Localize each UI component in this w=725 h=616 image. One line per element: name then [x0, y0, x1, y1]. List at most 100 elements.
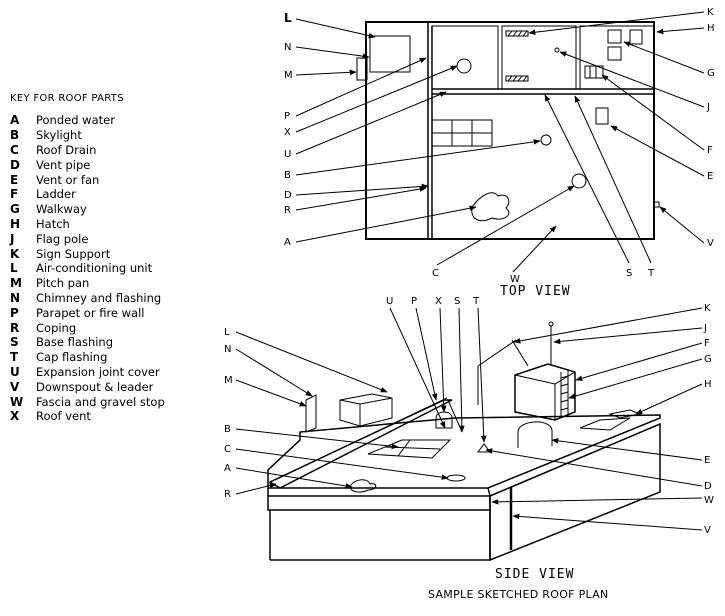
key-part-name: Roof vent — [36, 409, 91, 424]
key-part-name: Pitch pan — [36, 276, 90, 291]
top-vent-fan — [595, 107, 609, 125]
key-row-g: G Walkway — [10, 202, 220, 217]
top-label-N: N — [284, 42, 291, 53]
key-letter: C — [10, 142, 19, 157]
roof-parts-key: KEY FOR ROOF PARTS A Ponded water B Skyligh… — [10, 93, 220, 424]
top-label-W: W — [510, 274, 520, 285]
key-part-name: Ladder — [36, 187, 76, 202]
side-skylight — [367, 439, 452, 459]
top-label-D: D — [284, 190, 292, 201]
top-ponded-water — [471, 192, 510, 222]
key-part-name: Roof Drain — [36, 142, 97, 157]
key-letter: A — [10, 113, 20, 128]
key-part-name: Hatch — [36, 216, 70, 231]
key-row-a: A Ponded water — [10, 113, 220, 128]
key-title: KEY FOR ROOF PARTS — [10, 93, 124, 104]
key-letter: S — [10, 335, 19, 350]
key-row-f: F Ladder — [10, 187, 220, 202]
side-label-T: T — [472, 296, 480, 307]
key-part-name: Walkway — [36, 202, 87, 217]
top-label-L: L — [284, 11, 292, 25]
side-vent-fan — [517, 421, 553, 448]
key-row-t: T Cap flashing — [10, 350, 220, 365]
side-sign-support — [477, 339, 517, 367]
top-vent-pipe — [540, 134, 552, 146]
top-label-F: F — [707, 145, 713, 156]
side-label-P: P — [411, 296, 417, 307]
key-row-s: S Base flashing — [10, 335, 220, 350]
key-part-name: Vent or fan — [36, 172, 100, 187]
key-row-n: N Chimney and flashing — [10, 291, 220, 306]
side-label-H: H — [704, 379, 712, 390]
key-letter: P — [10, 305, 19, 320]
top-downspout — [653, 201, 660, 208]
key-row-k: K Sign Support — [10, 246, 220, 261]
top-label-E: E — [707, 171, 713, 182]
key-row-h: H Hatch — [10, 217, 220, 232]
key-row-r: R Coping — [10, 320, 220, 335]
key-part-name: Parapet or fire wall — [36, 305, 145, 320]
key-letter: H — [10, 216, 21, 231]
top-view-title: TOP VIEW — [500, 284, 571, 299]
top-view-leaders — [295, 11, 705, 273]
side-label-W: W — [704, 495, 714, 506]
side-label-E: E — [704, 455, 710, 466]
side-label-X: X — [435, 296, 442, 307]
key-part-name: Skylight — [36, 128, 82, 143]
top-label-A: A — [284, 237, 291, 248]
side-roof-drain — [446, 474, 466, 482]
top-label-G: G — [707, 68, 715, 79]
key-row-l: L Air-conditioning unit — [10, 261, 220, 276]
key-part-name: Fascia and gravel stop — [36, 394, 165, 409]
side-label-V: V — [704, 525, 711, 536]
side-label-S: S — [454, 296, 460, 307]
key-letter: X — [10, 409, 20, 424]
key-part-name: Air-conditioning unit — [36, 261, 153, 276]
side-view-title: SIDE VIEW — [495, 567, 574, 582]
top-label-M: M — [284, 70, 293, 81]
key-row-x: X Roof vent — [10, 409, 220, 424]
top-label-H: H — [707, 23, 715, 34]
top-flag-pole — [554, 47, 560, 53]
key-letter: U — [10, 364, 20, 379]
key-letter: R — [10, 320, 20, 335]
side-label-M: M — [224, 375, 233, 386]
key-letter: W — [10, 394, 24, 409]
key-letter: T — [10, 350, 19, 365]
side-label-D: D — [704, 481, 712, 492]
side-ponded-water — [349, 479, 377, 493]
side-view-drawing — [267, 321, 661, 562]
key-letter: V — [10, 379, 20, 394]
side-label-A: A — [224, 463, 231, 474]
top-label-T: T — [647, 268, 655, 279]
key-letter: F — [10, 187, 19, 202]
side-chimney — [305, 394, 317, 433]
top-label-P: P — [284, 111, 290, 122]
side-ac-unit — [339, 393, 393, 427]
key-part-name: Cap flashing — [36, 350, 108, 365]
key-letter: D — [10, 157, 20, 172]
key-row-e: E Vent or fan — [10, 172, 220, 187]
side-hatch — [608, 409, 642, 419]
side-wall — [489, 422, 661, 562]
key-letter: J — [10, 231, 15, 246]
key-row-b: B Skylight — [10, 128, 220, 143]
side-label-R: R — [224, 489, 231, 500]
key-letter: M — [10, 276, 22, 291]
top-roof-drain — [571, 173, 587, 189]
top-ladder — [584, 65, 604, 79]
side-label-L: L — [224, 327, 230, 338]
key-row-u: U Expansion joint cover — [10, 365, 220, 380]
key-letter: B — [10, 128, 20, 143]
top-pitch-pan — [356, 57, 368, 81]
top-view-drawing — [356, 21, 660, 240]
key-row-m: M Pitch pan — [10, 276, 220, 291]
key-row-p: P Parapet or fire wall — [10, 305, 220, 320]
side-label-B: B — [224, 424, 231, 435]
side-view-leaders — [235, 307, 703, 531]
top-roof-vent — [456, 58, 472, 74]
side-label-C: C — [224, 444, 231, 455]
key-part-name: Base flashing — [36, 335, 114, 350]
top-label-V: V — [707, 238, 714, 249]
